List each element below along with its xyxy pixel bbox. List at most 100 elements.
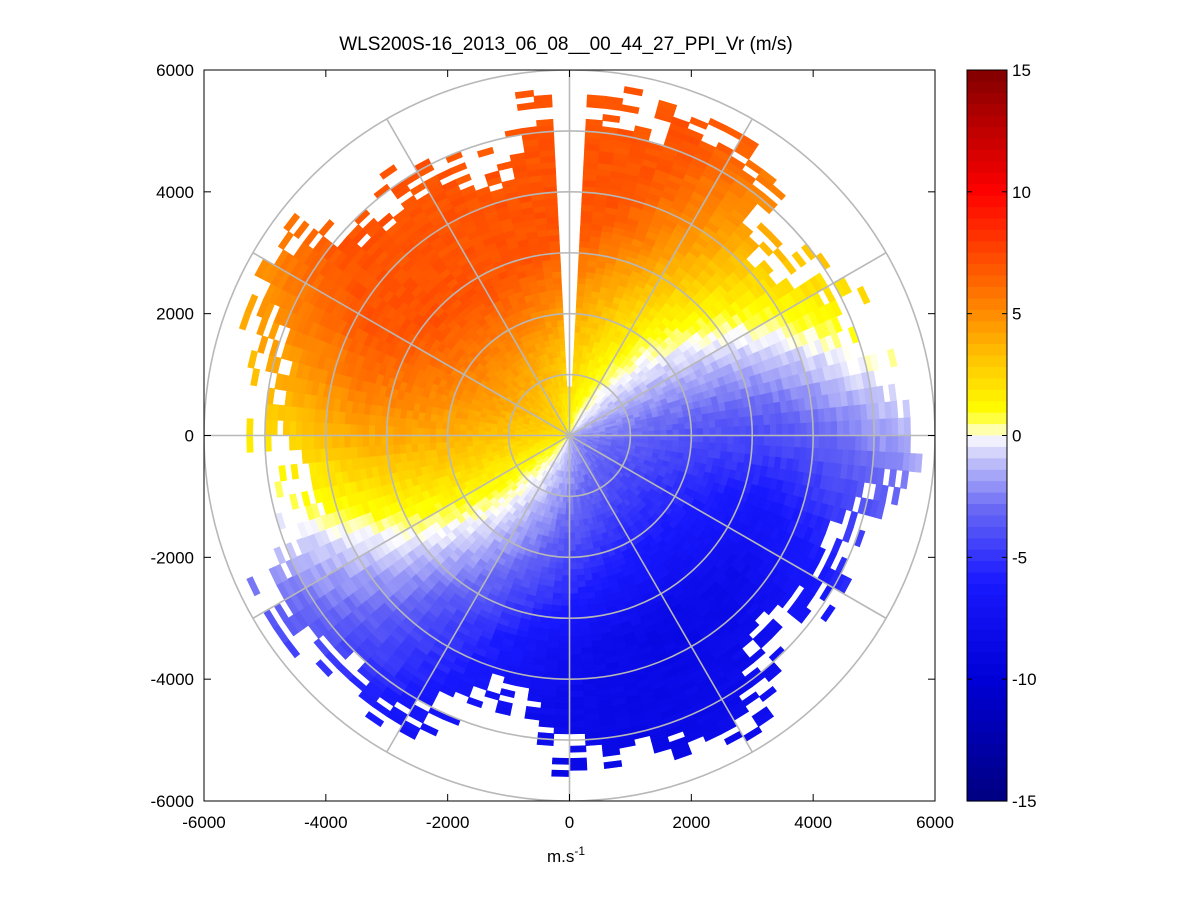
velocity-cell [714,442,722,452]
velocity-cell [459,435,467,442]
velocity-cell [471,439,479,447]
velocity-cell [763,414,771,426]
velocity-cell [569,623,581,631]
velocity-cell [555,301,564,309]
velocity-cell [576,289,586,297]
velocity-cell [709,435,717,444]
velocity-cell [569,544,576,552]
velocity-cell [453,440,461,448]
velocity-cell [410,418,419,428]
velocity-cell [763,435,771,447]
velocity-cell [576,295,585,303]
velocity-cell [557,544,565,552]
velocity-cell [557,538,565,546]
velocity-cell [368,435,376,447]
velocity-cell [666,429,674,436]
velocity-cell [569,538,576,546]
velocity-cell [490,438,498,445]
velocity-cell [569,660,582,668]
velocity-cell [575,301,584,309]
velocity-cell [447,435,455,443]
velocity-cell [453,435,461,442]
velocity-cell [550,258,561,267]
velocity-cell [404,435,412,445]
velocity-cell [569,635,581,643]
velocity-cell [569,666,583,674]
velocity-cell [453,429,461,436]
velocity-cell [769,445,777,458]
velocity-cell [558,629,570,637]
velocity-cell [435,428,443,436]
velocity-cell [569,556,577,564]
velocity-cell [788,435,796,448]
velocity-cell [392,425,400,436]
velocity-cell [386,425,394,436]
velocity-cell [696,421,704,430]
velocity-cell [574,544,582,552]
velocity-cell [416,435,424,444]
velocity-cell [726,443,735,454]
velocity-cell [398,417,407,428]
velocity-cell [552,332,560,340]
velocity-cell [756,445,765,457]
velocity-cell [551,326,560,334]
velocity-cell [547,635,560,643]
velocity-cell [569,593,579,601]
velocity-cell [362,445,370,458]
velocity-cell [579,531,587,539]
velocity-cell [447,428,455,436]
velocity-cell [653,425,662,432]
velocity-cell [410,443,419,453]
velocity-cell [362,435,370,447]
velocity-cell [569,648,582,656]
velocity-cell [392,435,400,446]
velocity-cell [569,562,577,570]
velocity-cell [562,550,570,558]
velocity-cell [557,319,565,327]
velocity-cell [562,562,570,570]
velocity-cell [561,581,570,589]
velocity-cell [708,419,716,429]
velocity-cell [453,423,461,431]
velocity-cell [422,435,430,444]
velocity-cell [557,654,570,662]
velocity-cell [782,435,790,448]
velocity-cell [721,426,729,436]
velocity-cell [575,562,584,570]
velocity-cell [559,343,566,352]
velocity-cell [769,424,777,436]
velocity-cell [557,660,570,668]
velocity-cell [410,426,418,436]
velocity-cell [563,538,570,546]
velocity-cell [572,507,579,515]
velocity-cell [429,427,437,436]
velocity-cell [343,423,351,436]
velocity-cell [429,435,437,444]
velocity-cell [579,228,592,236]
velocity-cell [800,435,808,449]
velocity-cell [560,593,570,601]
velocity-cell [423,442,431,452]
velocity-cell [558,532,565,540]
velocity-cell [696,428,704,436]
velocity-cell [349,435,357,448]
velocity-cell [579,622,591,631]
velocity-cell [547,228,560,236]
velocity-cell [739,435,747,446]
velocity-cell [398,426,406,436]
velocity-cell [355,423,364,436]
velocity-cell [572,501,578,509]
velocity-cell [702,420,710,429]
velocity-cell [782,423,790,436]
velocity-cell [702,435,710,444]
velocity-cell [441,428,449,436]
velocity-cell [563,380,568,388]
velocity-cell [677,417,685,425]
velocity-cell [757,435,765,447]
velocity-cell [660,439,668,447]
velocity-cell [392,416,401,427]
velocity-cell [368,424,376,436]
velocity-cell [404,426,412,436]
velocity-cell [672,423,680,431]
velocity-cell [557,641,570,650]
